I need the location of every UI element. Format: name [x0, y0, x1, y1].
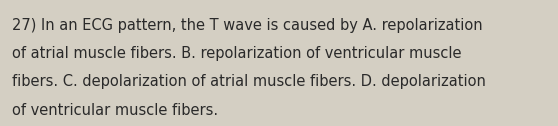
- Text: 27) In an ECG pattern, the T wave is caused by A. repolarization: 27) In an ECG pattern, the T wave is cau…: [12, 18, 483, 33]
- Text: of atrial muscle fibers. B. repolarization of ventricular muscle: of atrial muscle fibers. B. repolarizati…: [12, 46, 462, 61]
- Text: fibers. C. depolarization of atrial muscle fibers. D. depolarization: fibers. C. depolarization of atrial musc…: [12, 74, 486, 89]
- Text: of ventricular muscle fibers.: of ventricular muscle fibers.: [12, 103, 218, 118]
